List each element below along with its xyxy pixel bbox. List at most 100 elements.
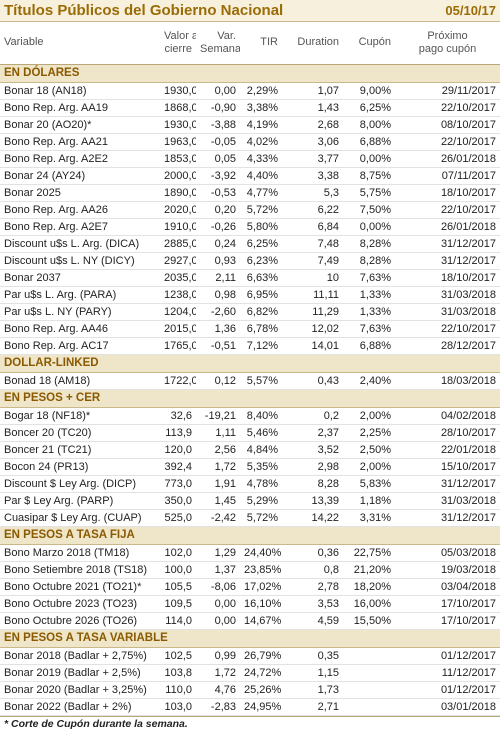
- cell: 17/10/2017: [395, 595, 500, 613]
- cell: 1,91: [196, 475, 240, 493]
- cell: 0,2: [282, 407, 343, 425]
- cell: 2,29%: [240, 82, 282, 100]
- cell: 1930,0: [160, 116, 196, 134]
- cell: -2,60: [196, 303, 240, 321]
- cell: 1,37: [196, 561, 240, 579]
- data-row: Bono Setiembre 2018 (TS18) 100,0 1,37 23,85…: [0, 561, 500, 579]
- cell: 4,40%: [240, 167, 282, 185]
- cell: 2020,0: [160, 201, 196, 219]
- data-row: Bono Rep. Arg. AA19 1868,0 -0,90 3,38% 1,43 6…: [0, 99, 500, 117]
- bond-name: Cuasipar $ Ley Arg. (CUAP): [0, 509, 160, 527]
- data-row: Par u$s L. NY (PARY) 1204,0 -2,60 6,82% 11,2…: [0, 303, 500, 321]
- cell: 1,07: [282, 82, 343, 100]
- cell: 15/10/2017: [395, 458, 500, 476]
- cell: 0,99: [196, 647, 240, 665]
- section-row: EN PESOS A TASA FIJA: [0, 526, 500, 545]
- cell: 23,85%: [240, 561, 282, 579]
- bond-name: Bono Rep. Arg. AA26: [0, 201, 160, 219]
- cell: 26/01/2018: [395, 218, 500, 236]
- cell: 2,00%: [343, 407, 395, 425]
- bond-name: Bogar 18 (NF18)*: [0, 407, 160, 425]
- cell: 9,00%: [343, 82, 395, 100]
- cell: 0,43: [282, 372, 343, 390]
- bond-name: Boncer 21 (TC21): [0, 441, 160, 459]
- cell: 0,00%: [343, 218, 395, 236]
- cell: 26,79%: [240, 647, 282, 665]
- section-title: EN PESOS + CER: [0, 389, 500, 408]
- cell: 2035,0: [160, 269, 196, 287]
- cell: 1910,0: [160, 218, 196, 236]
- cell: 2015,0: [160, 320, 196, 338]
- section-row: EN PESOS + CER: [0, 389, 500, 408]
- column-header: Cupón: [343, 22, 395, 65]
- data-row: Bono Rep. Arg. A2E2 1853,0 0,05 4,33% 3,77 0,…: [0, 150, 500, 168]
- cell: -3,88: [196, 116, 240, 134]
- data-row: Bonar 2025 1890,0 -0,53 4,77% 5,3 5,75% 18/10/…: [0, 184, 500, 202]
- bond-name: Bonar 2022 (Badlar + 2%): [0, 698, 160, 716]
- data-row: Par u$s L. Arg. (PARA) 1238,0 0,98 6,95% 11,…: [0, 286, 500, 304]
- cell: 24,72%: [240, 664, 282, 682]
- data-row: Bonar 2022 (Badlar + 2%) 103,0 -2,83 24,95%…: [0, 698, 500, 716]
- bond-name: Bonar 2019 (Badlar + 2,5%): [0, 664, 160, 682]
- cell: 110,0: [160, 681, 196, 699]
- data-row: Bono Rep. Arg. AC17 1765,0 -0,51 7,12% 14,01…: [0, 337, 500, 355]
- section-row: EN DÓLARES: [0, 64, 500, 83]
- cell: 31/03/2018: [395, 286, 500, 304]
- cell: 17/10/2017: [395, 612, 500, 630]
- cell: -0,90: [196, 99, 240, 117]
- cell: 2885,0: [160, 235, 196, 253]
- bond-name: Bono Octubre 2021 (TO21)*: [0, 578, 160, 596]
- cell: 31/12/2017: [395, 252, 500, 270]
- footnote: * Corte de Cupón durante la semana.: [0, 715, 500, 731]
- cell: 1204,0: [160, 303, 196, 321]
- cell: 5,72%: [240, 201, 282, 219]
- cell: 102,0: [160, 544, 196, 562]
- cell: 16,10%: [240, 595, 282, 613]
- cell: 6,63%: [240, 269, 282, 287]
- data-row: Bonar 24 (AY24) 2000,0 -3,92 4,40% 3,38 8,75%…: [0, 167, 500, 185]
- cell: 1,18%: [343, 492, 395, 510]
- cell: 3,77: [282, 150, 343, 168]
- cell: [343, 647, 395, 665]
- bond-name: Bonar 2020 (Badlar + 3,25%): [0, 681, 160, 699]
- cell: 11,11: [282, 286, 343, 304]
- cell: -0,53: [196, 184, 240, 202]
- cell: 2,50%: [343, 441, 395, 459]
- cell: 24,40%: [240, 544, 282, 562]
- cell: 8,28%: [343, 235, 395, 253]
- cell: 31/12/2017: [395, 509, 500, 527]
- cell: 31/03/2018: [395, 303, 500, 321]
- data-row: Bogar 18 (NF18)* 32,6 -19,21 8,40% 0,2 2,00% 0…: [0, 407, 500, 425]
- bond-name: Bono Rep. Arg. AA21: [0, 133, 160, 151]
- section-title: DOLLAR-LINKED: [0, 354, 500, 373]
- cell: 0,00: [196, 82, 240, 100]
- data-row: Boncer 20 (TC20) 113,9 1,11 5,46% 2,37 2,25% 2…: [0, 424, 500, 442]
- cell: 14,67%: [240, 612, 282, 630]
- cell: 18/03/2018: [395, 372, 500, 390]
- cell: 1,45: [196, 492, 240, 510]
- data-row: Bonar 2020 (Badlar + 3,25%) 110,0 4,76 25,2…: [0, 681, 500, 699]
- cell: 1,33%: [343, 286, 395, 304]
- data-row: Bono Rep. Arg. AA46 2015,0 1,36 6,78% 12,02 7…: [0, 320, 500, 338]
- cell: 0,35: [282, 647, 343, 665]
- cell: 0,24: [196, 235, 240, 253]
- cell: -2,83: [196, 698, 240, 716]
- cell: 8,75%: [343, 167, 395, 185]
- cell: 105,5: [160, 578, 196, 596]
- cell: -8,06: [196, 578, 240, 596]
- cell: 6,25%: [240, 235, 282, 253]
- data-row: Par $ Ley Arg. (PARP) 350,0 1,45 5,29% 13,39…: [0, 492, 500, 510]
- cell: 25,26%: [240, 681, 282, 699]
- cell: 2,00%: [343, 458, 395, 476]
- cell: 11,29: [282, 303, 343, 321]
- cell: 5,29%: [240, 492, 282, 510]
- title-bar: Títulos Públicos del Gobierno Nacional 0…: [0, 0, 500, 22]
- cell: 2,78: [282, 578, 343, 596]
- cell: 3,52: [282, 441, 343, 459]
- date: 05/10/17: [445, 3, 496, 18]
- cell: 24,95%: [240, 698, 282, 716]
- bond-name: Bonad 18 (AM18): [0, 372, 160, 390]
- data-row: Bono Rep. Arg. AA26 2020,0 0,20 5,72% 6,22 7,…: [0, 201, 500, 219]
